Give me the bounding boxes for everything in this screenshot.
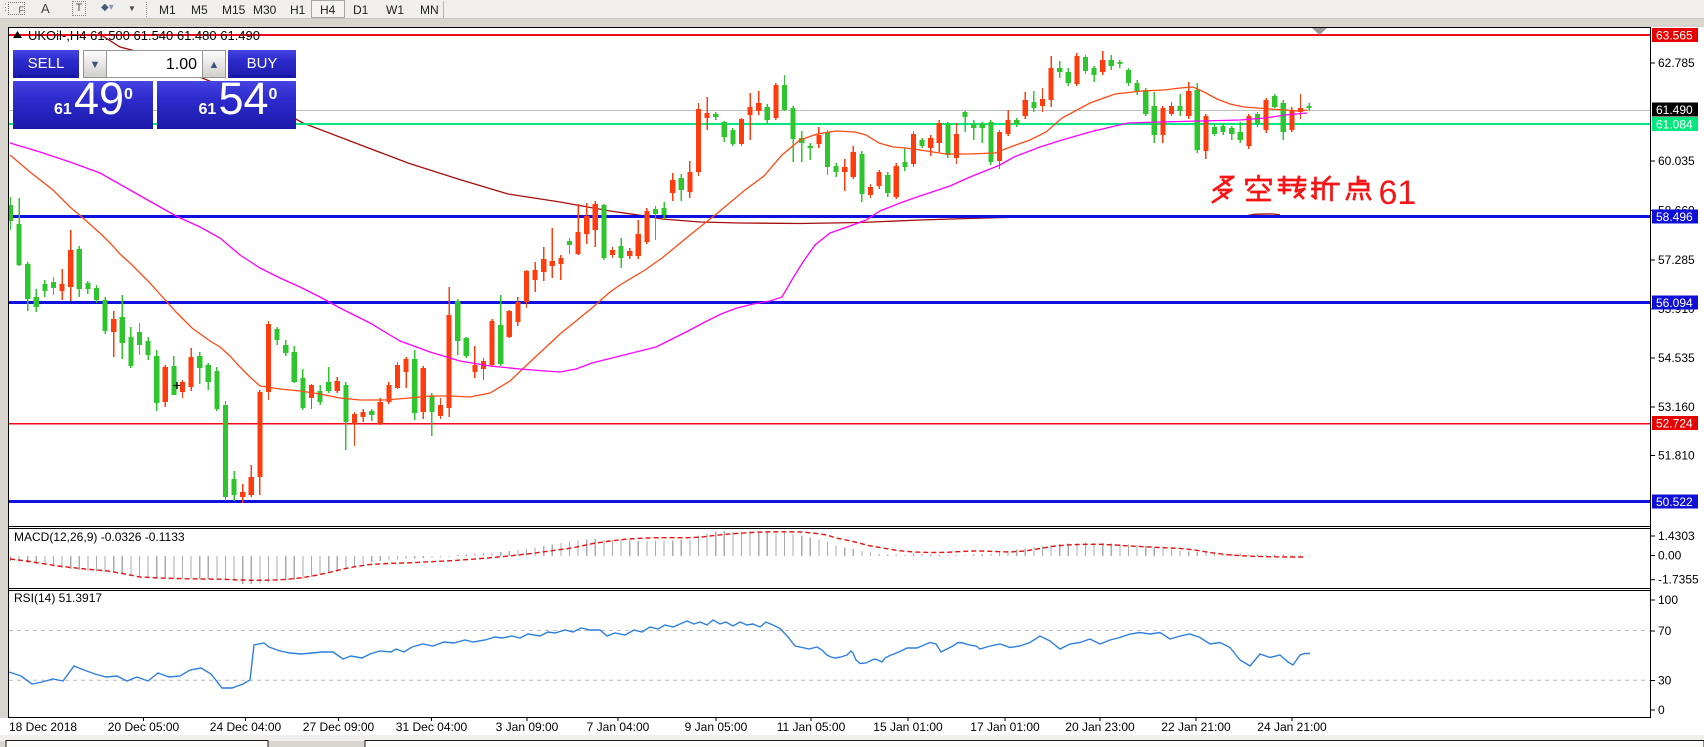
svg-text:100: 100 (1658, 593, 1678, 607)
svg-text:62.785: 62.785 (1658, 56, 1695, 70)
svg-text:50.522: 50.522 (1656, 495, 1693, 509)
svg-text:UKOil-,H4 61.500 61.540 61.48: UKOil-,H4 61.500 61.540 61.480 61.490 (28, 28, 260, 43)
svg-text:61.490: 61.490 (1656, 103, 1693, 117)
svg-text:22 Jan 21:00: 22 Jan 21:00 (1161, 720, 1231, 734)
svg-text:MACD(12,26,9) -0.0326 -0.1133: MACD(12,26,9) -0.0326 -0.1133 (14, 530, 185, 544)
svg-text:-1.7355: -1.7355 (1658, 573, 1699, 587)
svg-text:30: 30 (1658, 674, 1672, 688)
svg-text:54.535: 54.535 (1658, 351, 1695, 365)
svg-text:57.285: 57.285 (1658, 253, 1695, 267)
svg-text:60.035: 60.035 (1658, 154, 1695, 168)
svg-text:61: 61 (1379, 174, 1417, 212)
svg-text:63.565: 63.565 (1656, 29, 1693, 43)
svg-text:9 Jan 05:00: 9 Jan 05:00 (685, 720, 748, 734)
svg-text:24 Jan 21:00: 24 Jan 21:00 (1257, 720, 1327, 734)
svg-text:3 Jan 09:00: 3 Jan 09:00 (496, 720, 559, 734)
svg-text:18 Dec 2018: 18 Dec 2018 (9, 720, 77, 734)
svg-text:20 Jan 23:00: 20 Jan 23:00 (1065, 720, 1135, 734)
svg-text:58.496: 58.496 (1656, 210, 1693, 224)
svg-text:20 Dec 05:00: 20 Dec 05:00 (108, 720, 180, 734)
svg-text:7 Jan 04:00: 7 Jan 04:00 (587, 720, 650, 734)
svg-text:51.810: 51.810 (1658, 449, 1695, 463)
svg-text:1.4303: 1.4303 (1658, 529, 1695, 543)
svg-text:27 Dec 09:00: 27 Dec 09:00 (303, 720, 375, 734)
svg-text:17 Jan 01:00: 17 Jan 01:00 (970, 720, 1040, 734)
svg-text:0: 0 (1658, 703, 1665, 717)
svg-text:70: 70 (1658, 624, 1672, 638)
svg-text:RSI(14) 51.3917: RSI(14) 51.3917 (14, 591, 102, 605)
svg-text:61.084: 61.084 (1656, 118, 1693, 132)
svg-text:0.00: 0.00 (1658, 549, 1682, 563)
svg-text:24 Dec 04:00: 24 Dec 04:00 (210, 720, 282, 734)
svg-text:52.724: 52.724 (1656, 417, 1693, 431)
svg-text:11 Jan 05:00: 11 Jan 05:00 (777, 720, 846, 734)
svg-text:56.094: 56.094 (1656, 296, 1693, 310)
svg-text:31 Dec 04:00: 31 Dec 04:00 (396, 720, 468, 734)
svg-text:15 Jan 01:00: 15 Jan 01:00 (873, 720, 943, 734)
svg-text:53.160: 53.160 (1658, 400, 1695, 414)
